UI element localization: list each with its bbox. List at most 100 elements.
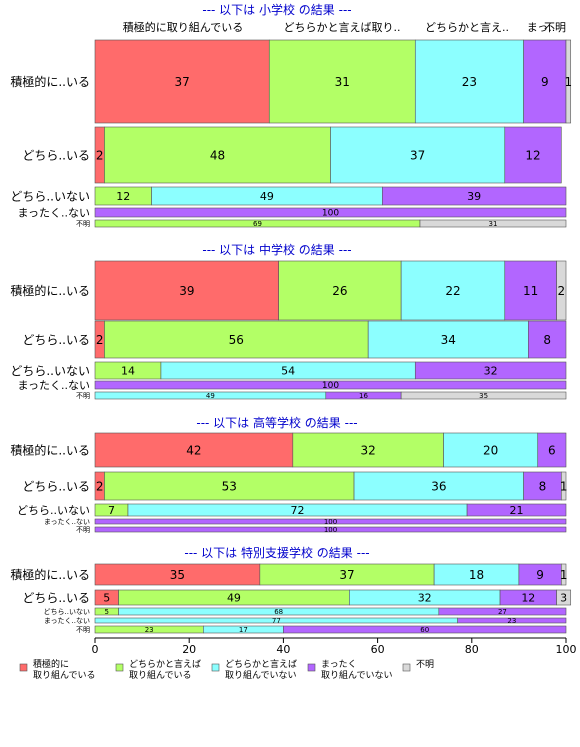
- data-label: 48: [210, 148, 225, 162]
- data-label: 12: [521, 591, 535, 604]
- row-label: まったく..ない: [17, 206, 90, 219]
- legend-label: 取り組んでいる: [129, 669, 192, 681]
- column-header: どちらかと言え..: [425, 21, 509, 34]
- bar-segment-c4: [438, 607, 567, 616]
- data-label: 1: [560, 479, 568, 493]
- data-label: 37: [174, 75, 189, 89]
- row-label: どちら..いない: [17, 504, 90, 517]
- row-label: 不明: [76, 392, 90, 400]
- bar-segment-c2: [104, 471, 355, 501]
- bar-segment-c4: [94, 380, 567, 390]
- data-label: 42: [186, 443, 201, 457]
- legend-swatch-c5: [402, 663, 411, 672]
- data-label: 36: [431, 479, 446, 493]
- row-label: まったく..ない: [17, 379, 90, 392]
- data-label: 12: [525, 148, 540, 162]
- data-label: 72: [291, 504, 305, 517]
- data-label: 9: [541, 75, 549, 89]
- data-label: 100: [322, 381, 339, 391]
- data-label: 77: [272, 617, 281, 625]
- bar-segment-c4: [466, 503, 567, 517]
- data-label: 23: [462, 75, 477, 89]
- bar-segment-c5: [560, 563, 567, 586]
- data-label: 8: [539, 479, 547, 493]
- legend-swatch-c3: [211, 663, 220, 672]
- data-label: 8: [543, 333, 551, 347]
- legend-label: どちらかと言えば: [129, 658, 201, 670]
- data-label: 27: [498, 608, 507, 616]
- x-tick-label: 100: [556, 643, 577, 656]
- legend-label: 不明: [416, 659, 434, 670]
- data-label: 39: [179, 284, 194, 298]
- bar-segment-c5: [556, 589, 572, 606]
- data-label: 56: [229, 333, 244, 347]
- row-label: どちら..いる: [22, 148, 90, 162]
- data-label: 35: [479, 392, 488, 400]
- data-label: 21: [510, 504, 524, 517]
- data-label: 14: [121, 364, 135, 377]
- column-header: 不明: [544, 21, 566, 34]
- data-label: 68: [274, 608, 283, 616]
- data-label: 6: [548, 443, 556, 457]
- data-label: 5: [103, 591, 110, 604]
- data-label: 2: [96, 479, 104, 493]
- legend-label: 取り組んでいない: [321, 669, 393, 681]
- data-label: 26: [332, 284, 347, 298]
- bar-segment-c4: [414, 361, 567, 380]
- data-label: 12: [116, 190, 130, 203]
- x-tick-label: 80: [465, 643, 479, 656]
- data-label: 2: [557, 284, 565, 298]
- column-header: 積極的に取り組んでいる: [123, 20, 243, 34]
- legend-swatch-c4: [307, 663, 316, 672]
- bar-segment-c4: [283, 625, 567, 634]
- bar-segment-c4: [94, 526, 567, 533]
- bar-segment-c4: [504, 260, 557, 321]
- data-label: 32: [418, 591, 432, 604]
- bar-segment-c3: [400, 260, 506, 321]
- bar-segment-c5: [556, 260, 567, 321]
- row-label: 積極的に..いる: [10, 567, 90, 582]
- x-tick-label: 60: [371, 643, 385, 656]
- bar-segment-c2: [104, 320, 369, 359]
- section-title: --- 以下は 小学校 の結果 ---: [202, 2, 351, 17]
- row-label: 積極的に..いる: [10, 442, 90, 457]
- row-label: 不明: [76, 220, 90, 228]
- data-label: 23: [507, 617, 516, 625]
- row-label: 積極的に..いる: [10, 74, 90, 89]
- column-header: どちらかと言えば取り..: [284, 21, 401, 34]
- data-label: 32: [361, 443, 376, 457]
- legend-label: まったく: [321, 659, 357, 670]
- bar-segment-c4: [94, 518, 567, 525]
- bar-segment-c1: [94, 432, 294, 468]
- bar-segment-c4: [457, 617, 567, 624]
- data-label: 16: [359, 392, 368, 400]
- data-label: 49: [227, 591, 241, 604]
- bar-segment-c4: [537, 432, 567, 468]
- data-label: 5: [105, 608, 109, 616]
- data-label: 17: [239, 626, 248, 634]
- data-label: 49: [206, 392, 215, 400]
- data-label: 37: [339, 568, 354, 582]
- bar-segment-c5: [419, 219, 567, 228]
- data-label: 53: [222, 479, 237, 493]
- legend-label: どちらかと言えば: [225, 658, 297, 670]
- data-label: 69: [253, 220, 262, 228]
- bar-segment-c4: [504, 126, 562, 184]
- section-title: --- 以下は 特別支援学校 の結果 ---: [184, 545, 369, 560]
- x-tick-label: 20: [182, 643, 196, 656]
- data-label: 32: [484, 364, 498, 377]
- bar-segment-c2: [292, 432, 444, 468]
- legend-swatch-c1: [19, 663, 28, 672]
- bar-segment-c4: [528, 320, 567, 359]
- data-label: 20: [483, 443, 498, 457]
- bar-segment-c5: [560, 471, 567, 501]
- data-label: 23: [145, 626, 154, 634]
- data-label: 31: [489, 220, 498, 228]
- bar-segment-c2: [278, 260, 402, 321]
- data-label: 100: [322, 209, 339, 219]
- row-label: どちら..いる: [22, 591, 90, 605]
- data-label: 60: [420, 626, 429, 634]
- data-label: 1: [560, 568, 568, 582]
- bar-segment-c4: [94, 207, 567, 218]
